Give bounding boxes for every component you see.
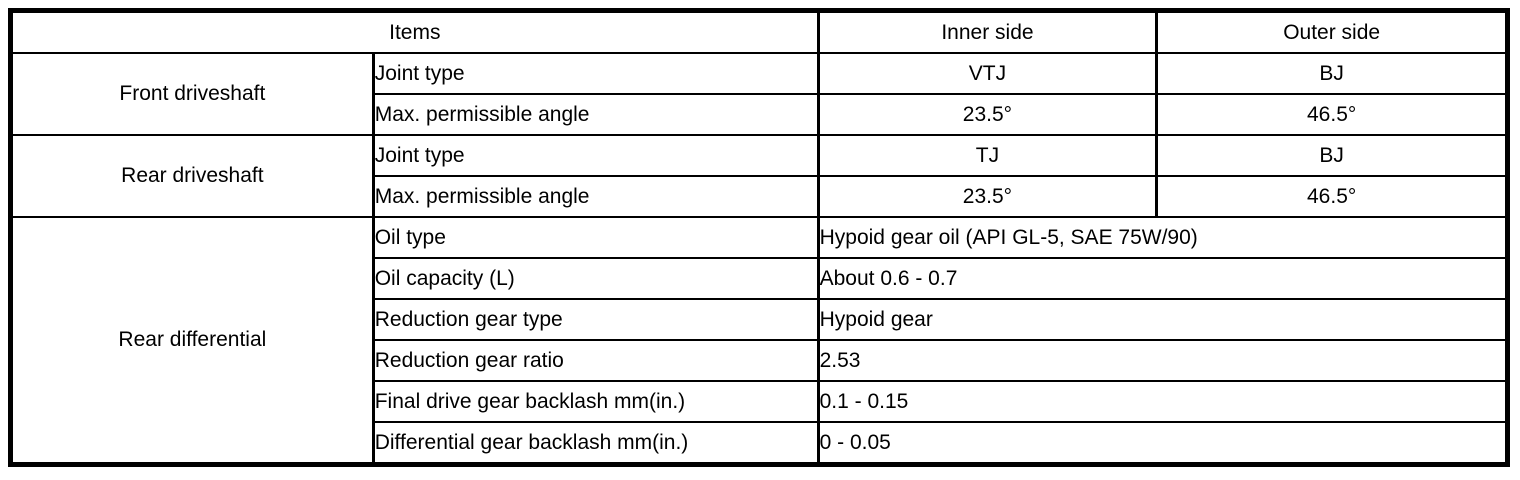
table-row: Reduction gear type Hypoid gear bbox=[11, 298, 1510, 341]
category-rear-driveshaft: Rear driveshaft bbox=[9, 134, 375, 218]
column-header-items: Items bbox=[9, 9, 820, 54]
table-row: Reduction gear ratio 2.53 bbox=[11, 339, 1510, 382]
table-row: Final drive gear backlash mm(in.) 0.1 - … bbox=[11, 380, 1510, 423]
specifications-table: Items Inner side Outer side Front drives… bbox=[8, 8, 1510, 467]
outer-side-value: 46.5° bbox=[1155, 175, 1509, 218]
spec-value: Hypoid gear oil (API GL-5, SAE 75W/90) bbox=[816, 216, 1510, 259]
item-label: Oil type bbox=[371, 216, 820, 259]
inner-side-value: VTJ bbox=[816, 52, 1159, 95]
item-label: Joint type bbox=[371, 52, 820, 95]
table-row: Front driveshaft Joint type VTJ BJ bbox=[9, 52, 1509, 136]
outer-side-value: BJ bbox=[1155, 52, 1509, 95]
item-label: Reduction gear type bbox=[371, 298, 820, 341]
spec-value: 2.53 bbox=[816, 339, 1510, 382]
category-rear-differential: Rear differential bbox=[9, 216, 375, 466]
item-label: Reduction gear ratio bbox=[371, 339, 820, 382]
item-label: Max. permissible angle bbox=[371, 175, 820, 218]
table-row: Max. permissible angle 23.5° 46.5° bbox=[11, 175, 1509, 218]
item-label: Oil capacity (L) bbox=[371, 257, 820, 300]
spec-value: 0.1 - 0.15 bbox=[816, 380, 1510, 423]
outer-side-value: BJ bbox=[1155, 134, 1509, 177]
item-label: Final drive gear backlash mm(in.) bbox=[371, 380, 820, 423]
inner-side-value: 23.5° bbox=[816, 93, 1159, 136]
table-row: Max. permissible angle 23.5° 46.5° bbox=[11, 93, 1509, 136]
spec-value: Hypoid gear bbox=[816, 298, 1510, 341]
category-front-driveshaft: Front driveshaft bbox=[9, 52, 375, 136]
header-row: Items Inner side Outer side bbox=[9, 9, 1509, 54]
table-row: Oil capacity (L) About 0.6 - 0.7 bbox=[11, 257, 1510, 300]
spec-value: About 0.6 - 0.7 bbox=[816, 257, 1510, 300]
table-row: Rear driveshaft Joint type TJ BJ bbox=[9, 134, 1509, 218]
item-label: Differential gear backlash mm(in.) bbox=[371, 421, 820, 466]
column-header-outer-side: Outer side bbox=[1155, 9, 1509, 54]
outer-side-value: 46.5° bbox=[1155, 93, 1509, 136]
inner-side-value: 23.5° bbox=[816, 175, 1159, 218]
inner-side-value: TJ bbox=[816, 134, 1159, 177]
item-label: Max. permissible angle bbox=[371, 93, 820, 136]
item-label: Joint type bbox=[371, 134, 820, 177]
table-row: Rear differential Oil type Hypoid gear o… bbox=[9, 216, 1510, 466]
spec-value: 0 - 0.05 bbox=[816, 421, 1510, 466]
column-header-inner-side: Inner side bbox=[816, 9, 1159, 54]
table-row: Differential gear backlash mm(in.) 0 - 0… bbox=[11, 421, 1510, 466]
